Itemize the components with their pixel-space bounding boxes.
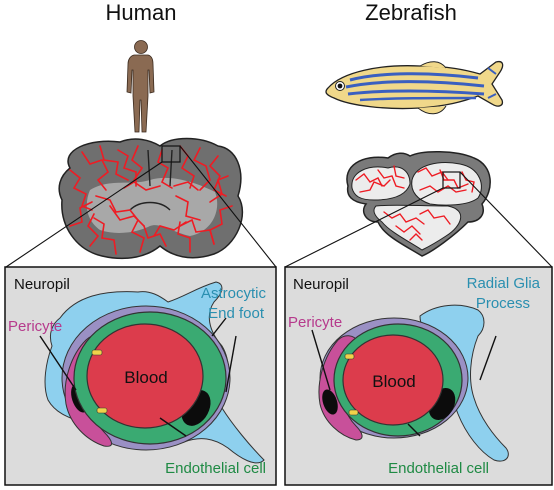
human-detail-panel: Neuropil Pericyte Astrocytic End foot Bl… — [4, 266, 277, 486]
left-blood-label: Blood — [124, 368, 167, 387]
right-pericyte-label: Pericyte — [288, 314, 342, 331]
radial-glia-label-line1: Radial Glia — [467, 275, 541, 292]
right-blood-label: Blood — [372, 372, 415, 391]
zebrafish-icon — [325, 60, 504, 115]
right-neuropil-label: Neuropil — [293, 276, 349, 293]
radial-glia-label-line2: Process — [476, 295, 530, 312]
astrocytic-label-line2: End foot — [208, 305, 265, 322]
astrocytic-label-line1: Astrocytic — [201, 285, 267, 302]
title-human: Human — [106, 0, 177, 25]
title-zebrafish: Zebrafish — [365, 0, 457, 25]
zoom-lines — [5, 145, 553, 268]
left-pericyte-label: Pericyte — [8, 318, 62, 335]
left-endothelial-label: Endothelial cell — [165, 460, 266, 477]
zebrafish-blood-lumen — [342, 334, 444, 426]
right-endothelial-label: Endothelial cell — [388, 460, 489, 477]
left-neuropil-label: Neuropil — [14, 276, 70, 293]
human-brain-icon — [58, 137, 244, 260]
zebrafish-brain-icon — [346, 150, 491, 257]
blood-lumen — [86, 323, 204, 429]
zebrafish-detail-panel: Neuropil Pericyte Radial Glia Process Bl… — [284, 266, 553, 486]
human-figure-icon — [126, 40, 155, 133]
